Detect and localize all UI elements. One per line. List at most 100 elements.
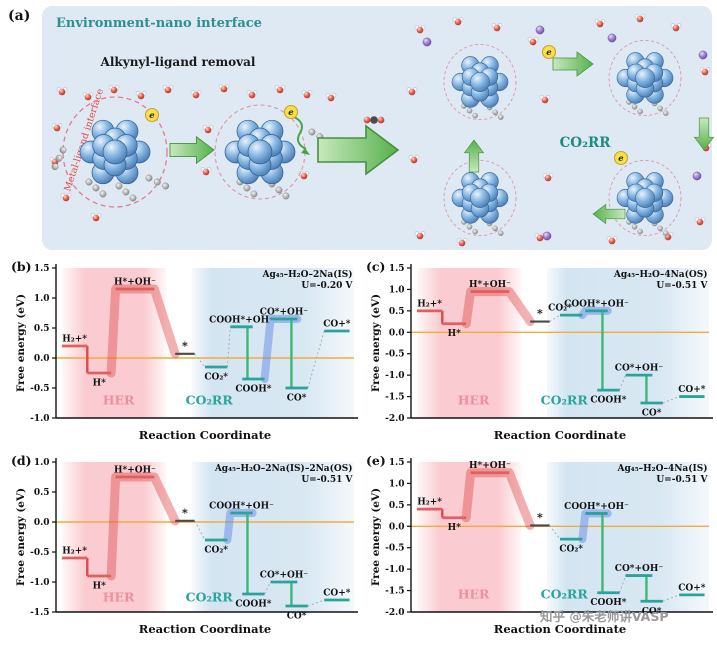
y-tick-label: -0.5 (385, 544, 404, 554)
y-tick-label: -1.0 (385, 371, 404, 381)
panel-a-schematic: (a) Environment-nano interface Alkynyl-l… (8, 6, 714, 250)
y-axis-title: Free energy (eV) (370, 294, 382, 392)
level-label: COOH* (235, 385, 271, 395)
level-label: H*+OH⁻ (114, 466, 156, 476)
level-label: CO₂* (204, 373, 228, 383)
co2rr-region (546, 462, 709, 612)
her-region (416, 268, 522, 418)
panel-a-letter: (a) (8, 8, 30, 24)
level-label: CO+* (323, 589, 351, 599)
y-tick-label: 1.0 (34, 294, 50, 304)
watermark: 知乎 @朱老师讲VASP (540, 609, 669, 624)
dotted-connector (549, 314, 561, 322)
dotted-connector (619, 374, 626, 391)
y-tick-label: -1.0 (385, 565, 404, 575)
x-axis-title: Reaction Coordinate (494, 428, 626, 442)
level-label: COOH*+OH⁻ (564, 502, 629, 512)
her-region-label: HER (103, 590, 135, 605)
level-label: * (182, 506, 188, 519)
y-tick-label: 0.5 (389, 307, 405, 317)
level-label: CO₂* (548, 304, 572, 314)
y-tick-label: 0.0 (389, 328, 405, 338)
dotted-connector (619, 575, 626, 593)
y-tick-label: -2.0 (385, 414, 404, 424)
electron-badges: e e e e (144, 44, 629, 166)
y-tick-label: -0.5 (30, 548, 49, 558)
level-label: H* (93, 582, 107, 592)
level-label: CO₂* (204, 546, 228, 556)
system-label: Ag₄₅–H₂O–2Na(IS) (262, 269, 353, 280)
level-label: H* (448, 523, 462, 533)
panel-letter: (e) (366, 453, 386, 468)
potential-label: U=-0.20 V (301, 281, 353, 291)
y-tick-label: 1.0 (34, 458, 50, 468)
potential-label: U=-0.51 V (656, 281, 708, 291)
potential-label: U=-0.51 V (301, 475, 353, 485)
level-label: CO+* (678, 385, 706, 395)
level-label: COOH*+OH⁻ (209, 315, 274, 325)
electron-label: e (149, 111, 155, 121)
y-tick-label: 0.0 (34, 354, 50, 364)
level-label: * (182, 339, 188, 352)
electron-transfer-squiggle (293, 116, 307, 150)
system-label: Ag₄₅–H₂O–4Na(IS) (617, 463, 708, 474)
co2rr-region-label: CO₂RR (541, 587, 589, 602)
electron-label: e (288, 108, 294, 118)
y-tick-label: 0.5 (389, 501, 405, 511)
y-tick-label: -2.0 (385, 608, 404, 618)
co2rr-region-label: CO₂RR (186, 590, 234, 605)
system-label: Ag₄₅–H₂O–2Na(IS)–2Na(OS) (214, 463, 353, 474)
her-region (416, 462, 522, 612)
level-label: CO+* (323, 320, 351, 330)
y-tick-label: 0.0 (389, 522, 405, 532)
energy-diagram-e: H₂+* H* H*+OH⁻ * CO₂* COOH*+OH⁻ COOH* CO*+OH⁻ CO… (366, 453, 713, 636)
level-label: CO*+OH⁻ (615, 364, 664, 374)
panel-c-chart: H₂+* H* H*+OH⁻ * CO₂* COOH*+OH⁻ COOH* CO*+OH⁻ CO… (365, 256, 717, 446)
level-label: CO*+OH⁻ (615, 564, 664, 574)
level-label: * (537, 511, 543, 524)
energy-diagram-b: H₂+* H* H*+OH⁻ * CO₂* COOH*+OH⁻ COOH* CO*+OH⁻ CO… (11, 259, 358, 442)
y-axis-title: Free energy (eV) (370, 488, 382, 586)
co2rr-region (546, 268, 709, 418)
y-tick-label: 0.0 (34, 518, 50, 528)
electron-label: e (618, 154, 624, 164)
panel-b-chart: H₂+* H* H*+OH⁻ * CO₂* COOH*+OH⁻ COOH* CO*+OH⁻ CO… (10, 256, 362, 446)
her-region-label: HER (458, 587, 490, 602)
x-axis-title: Reaction Coordinate (139, 622, 271, 636)
y-tick-label: -0.5 (30, 384, 49, 394)
y-tick-label: 1.5 (389, 264, 405, 274)
panel-letter: (c) (366, 259, 385, 274)
level-label: CO* (287, 612, 307, 622)
y-tick-label: 0.5 (34, 488, 50, 498)
her-region (61, 462, 167, 612)
x-axis-title: Reaction Coordinate (494, 622, 626, 636)
level-label: * (537, 307, 543, 320)
co2rr-region (191, 462, 354, 612)
level-label: H*+OH⁻ (469, 280, 511, 290)
dotted-connector (662, 396, 680, 404)
level-label: COOH*+OH⁻ (564, 299, 629, 309)
dotted-connector (549, 525, 561, 540)
y-tick-label: 1.0 (389, 479, 405, 489)
y-tick-label: -1.5 (385, 393, 404, 403)
level-label: CO*+OH⁻ (260, 308, 309, 318)
her-region-label: HER (458, 393, 490, 408)
co2rr-cycle-label: CO₂RR (560, 135, 612, 151)
level-label: CO* (287, 394, 307, 404)
dotted-connector (662, 594, 680, 602)
level-label: H₂+* (62, 335, 87, 345)
her-region-label: HER (103, 393, 135, 408)
electron-label: e (546, 48, 552, 58)
y-tick-label: 1.5 (34, 264, 50, 274)
y-axis-title: Free energy (eV) (15, 488, 27, 586)
dotted-connector (194, 353, 206, 368)
y-axis-title: Free energy (eV) (15, 294, 27, 392)
level-label: COOH* (590, 598, 626, 608)
level-label: H₂+* (62, 547, 87, 557)
dotted-connector (307, 330, 325, 389)
level-label: H₂+* (417, 498, 442, 508)
system-label: Ag₄₅–H₂O–4Na(OS) (613, 269, 708, 280)
y-tick-label: -1.5 (30, 608, 49, 618)
y-tick-label: -1.5 (385, 587, 404, 597)
